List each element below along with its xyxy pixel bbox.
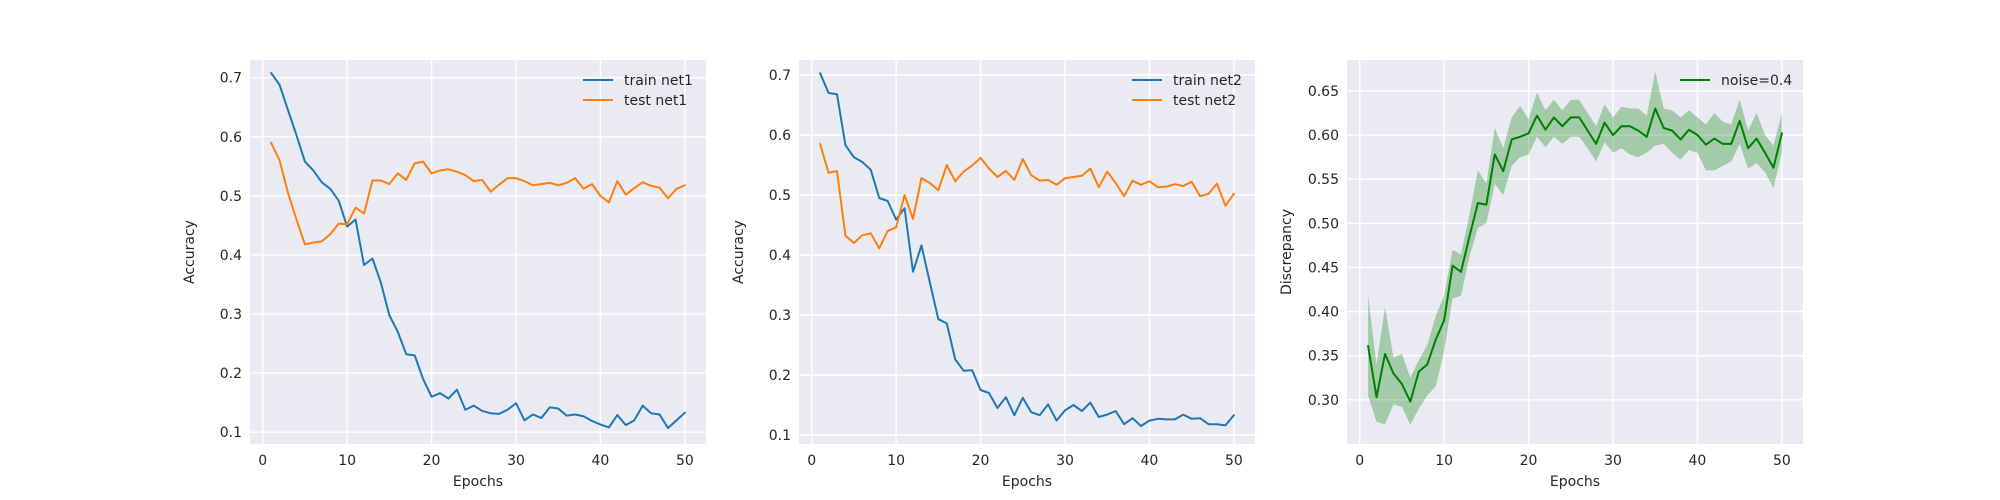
plot-area <box>250 60 706 444</box>
x-tick-label: 0 <box>807 453 816 469</box>
series-line-1 <box>1367 107 1783 403</box>
y-tick-label: 0.3 <box>769 308 791 324</box>
x-tick-label: 30 <box>1056 453 1074 469</box>
legend-label: train net2 <box>1173 73 1242 89</box>
y-tick-label: 0.55 <box>1308 172 1339 188</box>
x-tick-label: 30 <box>507 453 525 469</box>
x-tick-label: 40 <box>1141 453 1159 469</box>
y-axis-label: Discrepancy <box>1279 209 1295 295</box>
x-tick-label: 20 <box>1520 453 1538 469</box>
y-tick-label: 0.30 <box>1308 393 1339 409</box>
y-tick-label: 0.4 <box>769 248 791 264</box>
chart-panel-1: 0 10 20 30 40 50 0.1 0.2 0.3 0.4 0.5 0.6 0.7 Epochs Ac… <box>182 60 706 490</box>
plot-area <box>1347 60 1803 444</box>
y-tick-label: 0.4 <box>220 248 242 264</box>
y-tick-label: 0.45 <box>1308 260 1339 276</box>
y-tick-label: 0.50 <box>1308 216 1339 232</box>
legend-label: train net1 <box>624 73 693 89</box>
y-tick-label: 0.35 <box>1308 349 1339 365</box>
legend-label: noise=0.4 <box>1721 73 1792 89</box>
confidence-band <box>1368 71 1782 425</box>
legend: train net2 test net2 <box>1132 73 1242 109</box>
legend-label: test net2 <box>1173 93 1236 109</box>
y-tick-label: 0.60 <box>1308 128 1339 144</box>
x-axis-label: Epochs <box>1550 474 1600 490</box>
chart-panel-3: 0 10 20 30 40 50 0.30 0.35 0.40 0.45 0.50 0.55 0.60 0… <box>1279 60 1803 490</box>
series-line-2 <box>819 143 1235 250</box>
y-tick-label: 0.7 <box>220 71 242 87</box>
x-axis-label: Epochs <box>1002 474 1052 490</box>
x-tick-label: 0 <box>1355 453 1364 469</box>
x-tick-label: 10 <box>1435 453 1453 469</box>
series-line-1 <box>819 72 1235 427</box>
x-tick-label: 40 <box>592 453 610 469</box>
y-tick-label: 0.40 <box>1308 305 1339 321</box>
y-tick-label: 0.5 <box>220 189 242 205</box>
y-tick-label: 0.6 <box>220 130 242 146</box>
y-tick-label: 0.1 <box>220 425 242 441</box>
y-tick-label: 0.2 <box>220 366 242 382</box>
plot-area <box>799 60 1255 444</box>
y-axis-label: Accuracy <box>182 220 198 284</box>
x-axis-label: Epochs <box>453 474 503 490</box>
x-tick-label: 50 <box>676 453 694 469</box>
x-tick-label: 20 <box>972 453 990 469</box>
x-tick-label: 10 <box>887 453 905 469</box>
legend-label: test net1 <box>624 93 687 109</box>
x-tick-label: 50 <box>1225 453 1243 469</box>
series-line-2 <box>270 141 686 246</box>
x-tick-label: 20 <box>423 453 441 469</box>
x-tick-label: 40 <box>1689 453 1707 469</box>
y-tick-label: 0.5 <box>769 188 791 204</box>
series-line-1 <box>270 72 686 430</box>
y-axis-label: Accuracy <box>731 220 747 284</box>
x-tick-label: 50 <box>1773 453 1791 469</box>
y-tick-label: 0.3 <box>220 307 242 323</box>
y-tick-label: 0.7 <box>769 68 791 84</box>
legend: noise=0.4 <box>1680 73 1792 89</box>
legend: train net1 test net1 <box>583 73 693 109</box>
x-tick-label: 10 <box>338 453 356 469</box>
y-tick-label: 0.65 <box>1308 84 1339 100</box>
x-tick-label: 30 <box>1604 453 1622 469</box>
x-tick-label: 0 <box>258 453 267 469</box>
y-tick-label: 0.6 <box>769 128 791 144</box>
y-tick-label: 0.2 <box>769 368 791 384</box>
y-tick-label: 0.1 <box>769 428 791 444</box>
chart-panel-2: 0 10 20 30 40 50 0.1 0.2 0.3 0.4 0.5 0.6 0.7 Epochs Ac… <box>731 60 1255 490</box>
